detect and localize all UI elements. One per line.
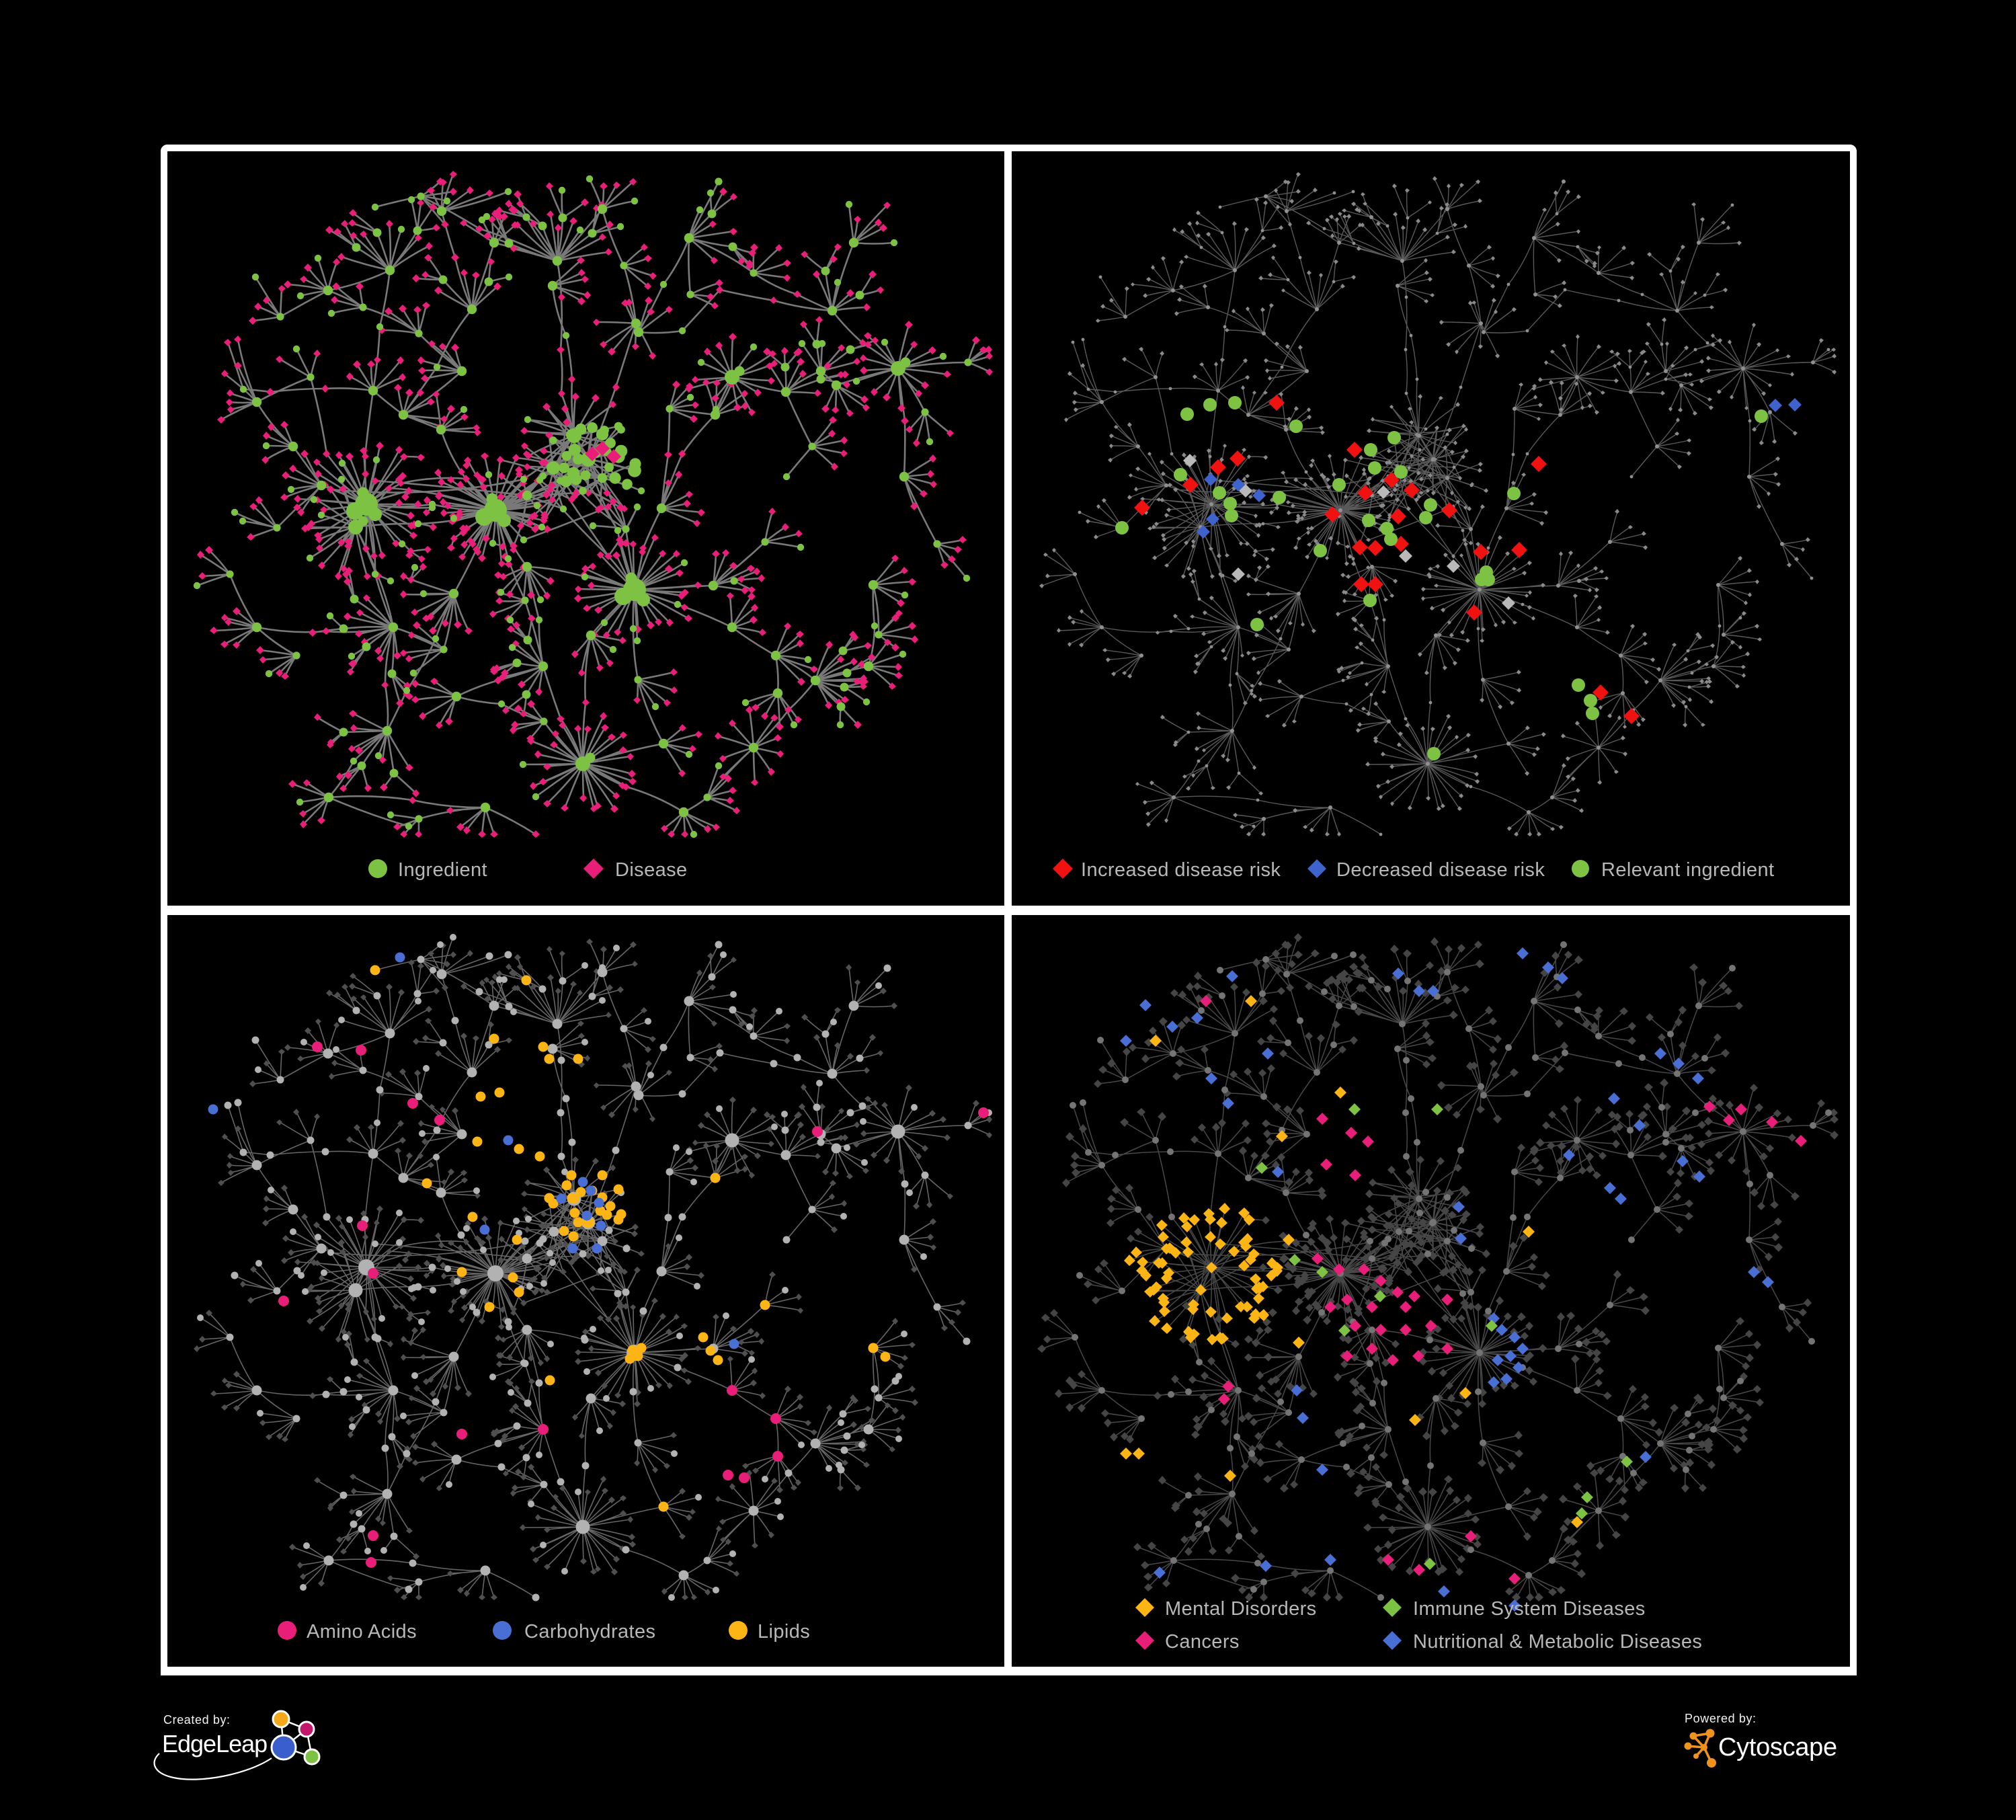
svg-text:Nutritional & Metabolic Diseas: Nutritional & Metabolic Diseases — [1413, 1631, 1702, 1653]
svg-text:Ingredient: Ingredient — [398, 859, 487, 881]
svg-text:Disease: Disease — [615, 859, 688, 881]
svg-text:Lipids: Lipids — [758, 1621, 810, 1643]
svg-text:EdgeLeap: EdgeLeap — [162, 1730, 267, 1757]
svg-text:Immune System Diseases: Immune System Diseases — [1413, 1598, 1646, 1620]
svg-text:Mental Disorders: Mental Disorders — [1165, 1598, 1317, 1620]
svg-text:Cancers: Cancers — [1165, 1631, 1240, 1653]
svg-text:Amino Acids: Amino Acids — [307, 1621, 417, 1643]
svg-text:Created by:: Created by: — [163, 1713, 231, 1727]
svg-text:Powered by:: Powered by: — [1685, 1712, 1757, 1725]
svg-text:Relevant ingredient: Relevant ingredient — [1601, 859, 1774, 881]
svg-text:Cytoscape: Cytoscape — [1718, 1733, 1837, 1762]
svg-text:Carbohydrates: Carbohydrates — [524, 1621, 655, 1643]
svg-text:Decreased disease risk: Decreased disease risk — [1336, 859, 1545, 881]
svg-text:Increased disease risk: Increased disease risk — [1081, 859, 1281, 881]
